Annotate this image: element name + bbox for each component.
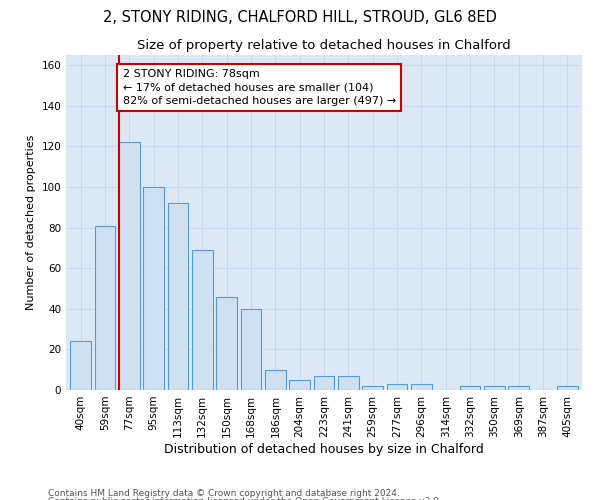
Bar: [484, 386, 505, 390]
Text: 2, STONY RIDING, CHALFORD HILL, STROUD, GL6 8ED: 2, STONY RIDING, CHALFORD HILL, STROUD, …: [103, 10, 497, 25]
Bar: [386, 384, 407, 390]
Bar: [508, 386, 529, 390]
Text: 2 STONY RIDING: 78sqm
← 17% of detached houses are smaller (104)
82% of semi-det: 2 STONY RIDING: 78sqm ← 17% of detached …: [122, 69, 396, 106]
Bar: [338, 376, 359, 390]
Bar: [95, 226, 115, 390]
Bar: [265, 370, 286, 390]
Bar: [314, 376, 334, 390]
Y-axis label: Number of detached properties: Number of detached properties: [26, 135, 36, 310]
Bar: [460, 386, 481, 390]
Bar: [143, 187, 164, 390]
X-axis label: Distribution of detached houses by size in Chalford: Distribution of detached houses by size …: [164, 442, 484, 456]
Bar: [557, 386, 578, 390]
Bar: [241, 309, 262, 390]
Bar: [192, 250, 212, 390]
Title: Size of property relative to detached houses in Chalford: Size of property relative to detached ho…: [137, 40, 511, 52]
Text: Contains public sector information licensed under the Open Government Licence v3: Contains public sector information licen…: [48, 497, 442, 500]
Bar: [411, 384, 432, 390]
Bar: [119, 142, 140, 390]
Bar: [167, 203, 188, 390]
Bar: [362, 386, 383, 390]
Bar: [216, 296, 237, 390]
Text: Contains HM Land Registry data © Crown copyright and database right 2024.: Contains HM Land Registry data © Crown c…: [48, 488, 400, 498]
Bar: [289, 380, 310, 390]
Bar: [70, 342, 91, 390]
